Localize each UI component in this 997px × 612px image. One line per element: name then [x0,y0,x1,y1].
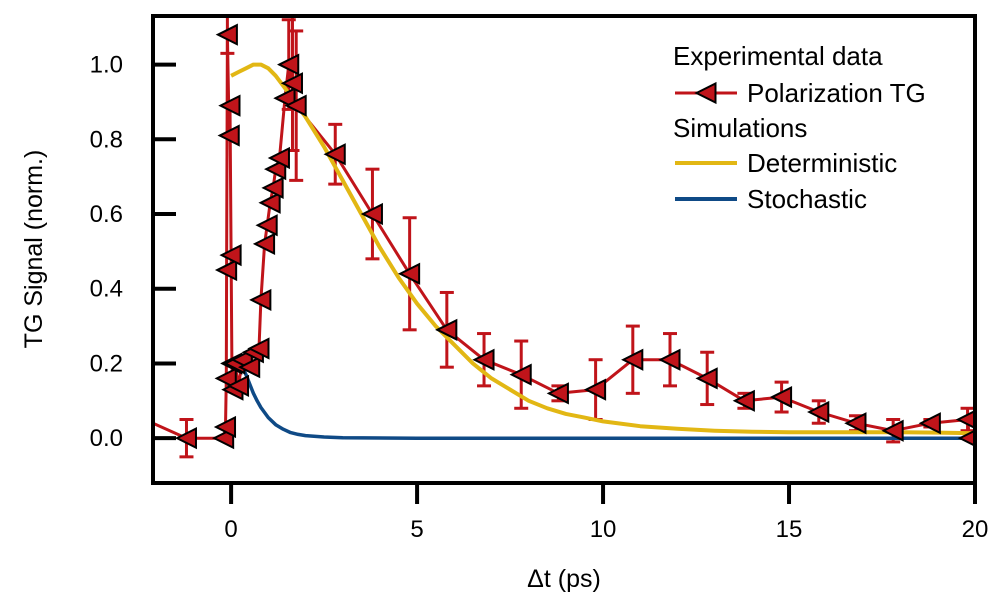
legend-label: Polarization TG [747,78,926,108]
data-point [277,53,300,76]
data-point [807,400,830,424]
data-point [621,348,644,371]
series-line-stochastic [240,366,975,440]
data-point [267,146,290,170]
legend-marker [694,81,717,105]
data-point [509,363,532,386]
data-point [255,214,278,237]
data-point [273,87,296,110]
data-point [280,72,303,95]
y-tick-label: 0.8 [90,126,123,153]
legend-header-simulations: Simulations [673,113,807,143]
data-point [435,318,458,341]
legend-entry-deterministic: Deterministic [675,148,897,178]
data-point [769,385,793,409]
x-axis-label: Δt (ps) [527,565,601,593]
data-point [261,176,284,199]
y-tick-label: 0.0 [90,425,123,452]
data-point [918,412,941,435]
data-point [214,367,237,390]
data-point [252,232,276,256]
legend-label: Deterministic [747,148,897,178]
data-point [215,23,238,46]
data-point [957,429,975,447]
data-point [213,415,237,439]
data-point [546,382,569,405]
y-axis-label: TG Signal (norm.) [20,150,48,349]
y-tick-label: 1.0 [90,52,123,79]
tick-marks [153,62,977,504]
data-point [844,412,867,435]
x-tick-label: 20 [962,516,989,543]
data-point [217,124,240,147]
x-tick-label: 15 [776,516,803,543]
data-point [695,367,718,390]
data-point [258,191,281,214]
series-line-deterministic [230,62,975,436]
x-tick-label: 10 [590,516,617,543]
data-point [284,94,307,117]
legend-label: Stochastic [747,184,867,214]
data-point [247,337,270,360]
legend: Experimental data Polarization TG Simulati… [673,41,926,214]
data-point [237,356,261,379]
data-point [323,143,346,166]
data-point [214,258,238,282]
data-point [472,348,495,371]
data-point [397,262,421,285]
data-point [226,374,250,397]
data-point [658,348,681,371]
data-point [218,94,241,117]
data-point [219,243,242,267]
data-point [583,378,607,401]
y-tick-label: 0.6 [90,201,123,228]
y-tick-label: 0.2 [90,350,123,377]
legend-entry-polarization-tg: Polarization TG [675,78,926,108]
x-tick-label: 5 [410,516,423,543]
data-point [732,389,755,412]
data-point [264,158,287,181]
data-point [360,202,383,226]
plot-frame [151,14,977,485]
x-tick-label: 0 [224,516,237,543]
legend-header-experimental-data: Experimental data [673,41,883,71]
data-point [174,427,197,450]
data-point [881,419,904,442]
plot-area [153,16,975,459]
data-point [955,409,975,430]
tick-labels: 0 5 10 15 20 0.0 0.2 0.4 0.6 0.8 1.0 [90,52,989,543]
data-point [249,288,272,312]
legend-entry-stochastic: Stochastic [675,184,867,214]
y-tick-label: 0.4 [90,276,123,303]
